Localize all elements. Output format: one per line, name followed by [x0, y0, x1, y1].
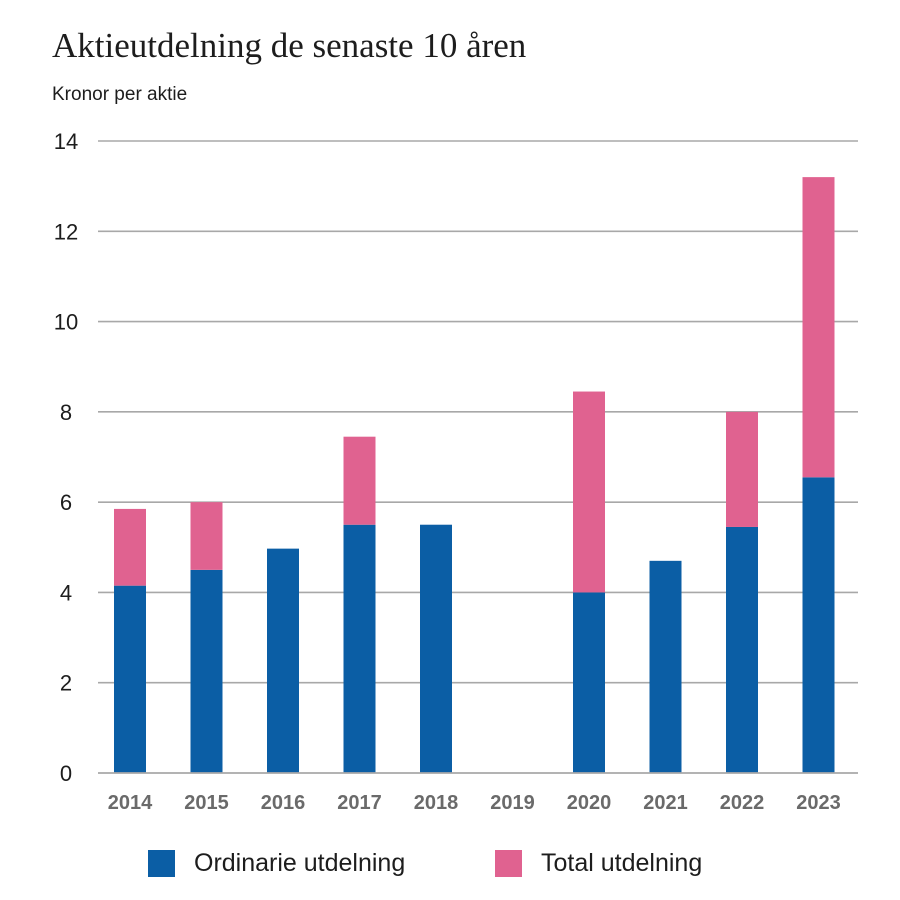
bar-total-2017 — [343, 436, 376, 525]
y-axis-label: Kronor per aktie — [52, 84, 188, 105]
x-tick-label-2018: 2018 — [414, 792, 459, 814]
legend-label-ordinarie: Ordinarie utdelning — [194, 848, 406, 877]
legend-swatch-total — [495, 849, 522, 877]
y-tick-label-4: 4 — [60, 580, 72, 605]
chart-title: Aktieutdelning de senaste 10 åren — [52, 26, 527, 65]
x-tick-label-2023: 2023 — [796, 792, 841, 814]
bar-ordinarie-2014 — [114, 585, 146, 773]
legend-item-total: Total utdelning — [495, 843, 702, 883]
x-tick-label-2019: 2019 — [490, 792, 535, 814]
y-tick-label-0: 0 — [60, 761, 72, 786]
bar-total-2020 — [573, 391, 605, 593]
x-tick-label-2021: 2021 — [643, 792, 688, 814]
legend-item-ordinarie: Ordinarie utdelning — [148, 843, 405, 883]
y-tick-label-2: 2 — [60, 671, 72, 696]
bar-total-2022 — [726, 411, 758, 527]
x-tick-label-2016: 2016 — [261, 792, 306, 814]
bar-ordinarie-2015 — [190, 569, 223, 773]
bar-ordinarie-2018 — [420, 524, 452, 773]
x-tick-label-2020: 2020 — [567, 792, 612, 814]
y-tick-label-10: 10 — [54, 310, 78, 335]
bar-ordinarie-2021 — [649, 560, 682, 773]
bar-ordinarie-2023 — [802, 477, 835, 773]
y-tick-label-6: 6 — [60, 490, 72, 515]
x-tick-label-2022: 2022 — [720, 792, 765, 814]
bar-ordinarie-2020 — [573, 592, 605, 773]
y-tick-label-12: 12 — [54, 219, 78, 244]
legend-label-total: Total utdelning — [541, 848, 703, 877]
bar-ordinarie-2017 — [343, 524, 376, 773]
x-tick-label-2015: 2015 — [184, 792, 229, 814]
bar-ordinarie-2016 — [267, 548, 299, 773]
x-tick-label-2014: 2014 — [108, 792, 153, 814]
bar-total-2015 — [190, 502, 223, 570]
legend: Ordinarie utdelning Total utdelning — [0, 843, 900, 883]
legend-swatch-ordinarie — [148, 849, 175, 877]
bar-total-2023 — [802, 177, 835, 478]
bar-ordinarie-2022 — [726, 526, 758, 773]
bar-total-2014 — [114, 508, 146, 586]
x-tick-label-2017: 2017 — [337, 792, 382, 814]
bar-chart: 0 2 4 6 8 10 12 14 2014 2015 2016 2017 2018 2019 2020 2… — [54, 129, 858, 814]
y-tick-label-8: 8 — [60, 400, 72, 425]
y-tick-label-14: 14 — [54, 129, 78, 154]
